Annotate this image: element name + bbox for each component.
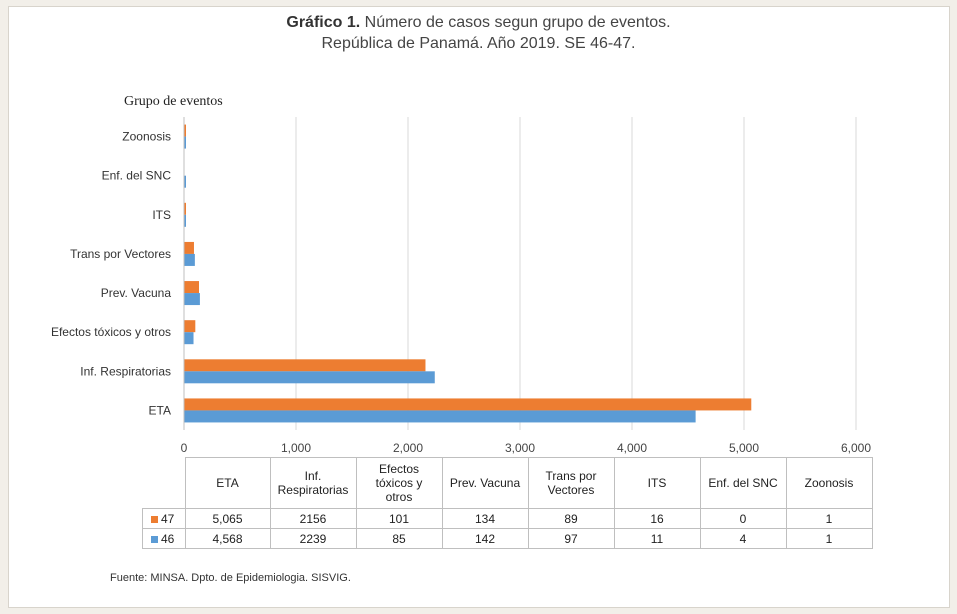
- table-cell: 0: [699, 508, 787, 529]
- bar-series-46: [184, 214, 186, 227]
- table-cell: 16: [613, 508, 701, 529]
- legend-swatch: [151, 535, 158, 543]
- x-tick-label: 5,000: [729, 441, 759, 455]
- table-cell: 2156: [269, 508, 357, 529]
- category-label: ETA: [149, 403, 171, 417]
- chart-title-line2: República de Panamá. Año 2019. SE 46-47.: [321, 35, 636, 52]
- legend-label: 46: [161, 531, 175, 546]
- bar-series-47: [184, 320, 196, 333]
- table-body: 47 5,065 2156 101 134 89 16 0 1 46 4,568 2239 85 142 9…: [142, 508, 873, 549]
- data-table: ETA Inf. Respiratorias Efectos tóxicos y o…: [142, 457, 873, 549]
- x-tick-label: 1,000: [281, 441, 311, 455]
- table-cell: 89: [527, 508, 615, 529]
- x-tick-label: 4,000: [617, 441, 647, 455]
- bar-series-47: [184, 281, 200, 294]
- table-header-cell: Trans por Vectores: [527, 457, 615, 509]
- bar-series-46: [184, 253, 195, 266]
- category-label: Enf. del SNC: [102, 169, 172, 183]
- chart-title: Gráfico 1. Número de casos segun grupo d…: [0, 12, 957, 54]
- category-label: Prev. Vacuna: [101, 286, 172, 300]
- source-note: Fuente: MINSA. Dpto. de Epidemiologia. S…: [110, 572, 351, 584]
- table-cell: 101: [355, 508, 443, 529]
- bar-series-46: [184, 371, 435, 384]
- legend-swatch: [151, 515, 158, 523]
- table-header-cell: ETA: [184, 457, 271, 509]
- x-tick-label: 2,000: [393, 441, 423, 455]
- table-header-cell: Enf. del SNC: [699, 457, 787, 509]
- table-corner: [142, 457, 186, 509]
- table-header-cell: Zoonosis: [785, 457, 873, 509]
- chart-title-bold: Gráfico 1.: [286, 14, 361, 31]
- table-cell: 4,568: [184, 528, 271, 549]
- bar-series-47: [184, 359, 426, 372]
- table-row: 47 5,065 2156 101 134 89 16 0 1: [142, 508, 873, 529]
- legend-key: 47: [142, 508, 186, 529]
- x-tick-label: 6,000: [841, 441, 871, 455]
- chart-title-rest: Número de casos segun grupo de eventos.: [360, 14, 671, 31]
- table-cell: 1: [785, 528, 873, 549]
- table-header-cell: Prev. Vacuna: [441, 457, 529, 509]
- bar-series-47: [184, 124, 186, 137]
- category-label: Trans por Vectores: [70, 247, 171, 261]
- table-cell: 85: [355, 528, 443, 549]
- table-cell: 97: [527, 528, 615, 549]
- table-header-cell: Efectos tóxicos y otros: [355, 457, 443, 509]
- x-tick-label: 0: [181, 441, 188, 455]
- bar-series-46: [184, 410, 696, 423]
- table-cell: 5,065: [184, 508, 271, 529]
- table-header-cell: ITS: [613, 457, 701, 509]
- table-header-row: ETA Inf. Respiratorias Efectos tóxicos y o…: [142, 457, 873, 509]
- x-tick-label: 3,000: [505, 441, 535, 455]
- table-cell: 1: [785, 508, 873, 529]
- table-header-cell: Inf. Respiratorias: [269, 457, 357, 509]
- table-row: 46 4,568 2239 85 142 97 11 4 1: [142, 528, 873, 549]
- legend-label: 47: [161, 511, 175, 526]
- table-cell: 11: [613, 528, 701, 549]
- category-label: Zoonosis: [122, 130, 171, 144]
- bar-series-46: [184, 136, 186, 149]
- category-label: ITS: [152, 208, 171, 222]
- table-cell: 2239: [269, 528, 357, 549]
- legend-key: 46: [142, 528, 186, 549]
- table-cell: 134: [441, 508, 529, 529]
- bar-series-47: [184, 398, 752, 411]
- bar-series-46: [184, 332, 194, 345]
- table-cell: 4: [699, 528, 787, 549]
- bar-series-46: [184, 293, 200, 306]
- bar-series-47: [184, 241, 194, 254]
- bar-series-46: [184, 175, 186, 188]
- category-label: Efectos tóxicos y otros: [51, 325, 171, 339]
- bar-series-47: [184, 202, 186, 215]
- y-axis-title: Grupo de eventos: [124, 94, 223, 109]
- table-cell: 142: [441, 528, 529, 549]
- category-label: Inf. Respiratorias: [80, 364, 171, 378]
